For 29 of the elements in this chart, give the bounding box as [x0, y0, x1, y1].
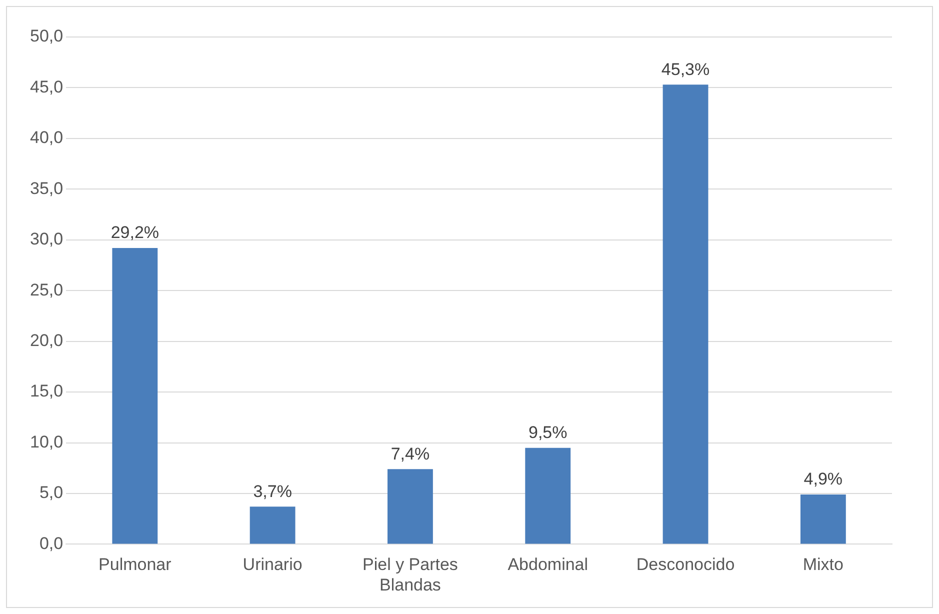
y-tick-label: 45,0: [30, 77, 64, 96]
y-tick-label: 50,0: [30, 26, 64, 46]
bar: [250, 506, 296, 544]
y-tick-label: 40,0: [30, 128, 64, 148]
bar: [662, 84, 708, 544]
data-label: 45,3%: [661, 60, 710, 79]
y-tick-label: 0,0: [39, 534, 64, 553]
data-label: 7,4%: [390, 444, 430, 464]
data-label: 4,9%: [804, 470, 843, 489]
y-tick-label: 35,0: [30, 178, 64, 198]
y-tick-label: 10,0: [30, 432, 64, 452]
y-tick-label: 20,0: [30, 331, 64, 350]
y-tick-label: 15,0: [30, 382, 64, 401]
y-tick-label: 5,0: [39, 483, 64, 502]
x-tick-label: Piel y Partes Blandas: [362, 555, 458, 594]
x-tick-label: Abdominal: [508, 555, 588, 574]
bar: [388, 469, 433, 544]
y-tick-label: 25,0: [30, 280, 64, 300]
y-tick-label: 30,0: [30, 230, 64, 249]
x-tick-label: Pulmonar: [98, 555, 172, 574]
x-tick-label: Desconocido: [636, 555, 735, 574]
bar: [800, 494, 846, 544]
data-label: 9,5%: [528, 423, 568, 442]
x-tick-label: Urinario: [242, 555, 302, 574]
x-tick-label: Mixto: [802, 555, 844, 574]
data-label: 3,7%: [253, 482, 292, 501]
data-label: 29,2%: [110, 223, 160, 242]
bar: [525, 448, 571, 544]
bar: [112, 248, 158, 544]
